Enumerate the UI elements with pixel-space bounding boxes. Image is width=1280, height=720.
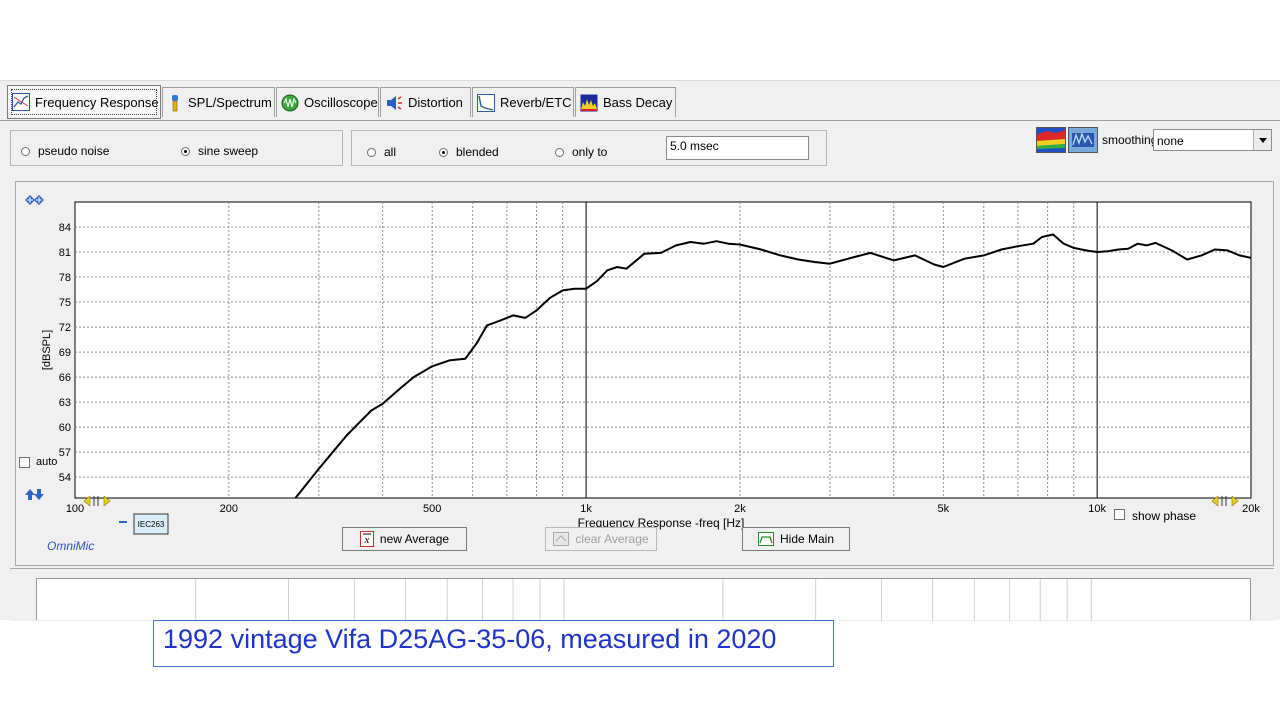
distortion-speaker-icon bbox=[387, 95, 402, 110]
clear-average-label: clear Average bbox=[575, 532, 649, 546]
legend-tag-box bbox=[133, 513, 169, 535]
auto-checkbox[interactable] bbox=[19, 457, 30, 468]
tab-oscilloscope[interactable]: Oscilloscope bbox=[276, 87, 379, 117]
legend-tag-text: IEC263 bbox=[138, 520, 165, 529]
show-phase-checkbox[interactable] bbox=[1114, 509, 1125, 520]
reverb-icon bbox=[477, 93, 495, 112]
gating-group: all blended only to 5.0 msec bbox=[351, 130, 827, 166]
secondary-plot-area bbox=[36, 578, 1251, 621]
tab-label: SPL/Spectrum bbox=[188, 95, 272, 110]
hide-main-icon bbox=[757, 532, 774, 546]
tab-bar-border bbox=[0, 120, 1280, 121]
auto-label: auto bbox=[36, 456, 58, 468]
new-average-label: new Average bbox=[379, 532, 450, 546]
waterfall-color-icon[interactable] bbox=[1036, 127, 1066, 153]
frequency-response-line bbox=[294, 233, 1251, 498]
svg-text:x: x bbox=[363, 534, 369, 546]
slide-caption: 1992 vintage Vifa D25AG-35-06, measured … bbox=[153, 620, 834, 667]
x-tick-label: 500 bbox=[423, 503, 441, 515]
y-tick-label: 78 bbox=[59, 272, 71, 284]
sine-sweep-radio[interactable]: sine sweep bbox=[181, 144, 258, 158]
x-axis-label: Frequency Response -freq [Hz] bbox=[578, 516, 745, 530]
pseudo-noise-radio[interactable]: pseudo noise bbox=[21, 144, 109, 158]
tab-spl-spectrum[interactable]: SPL/Spectrum bbox=[162, 87, 275, 117]
y-tick-label: 69 bbox=[59, 347, 71, 359]
blended-radio[interactable]: blended bbox=[439, 145, 499, 159]
tab-label: Distortion bbox=[408, 95, 463, 110]
y-shift-arrows-icon[interactable] bbox=[25, 489, 44, 500]
x-tick-label: 20k bbox=[1242, 503, 1260, 515]
y-tick-label: 60 bbox=[59, 422, 71, 434]
y-zoom-top-icon[interactable] bbox=[25, 195, 44, 205]
omnimic-brand: OmniMic bbox=[47, 539, 95, 553]
signal-type-group: pseudo noise sine sweep bbox=[10, 130, 343, 166]
frequency-response-icon bbox=[12, 93, 30, 111]
spectrogram-icon[interactable] bbox=[1068, 127, 1098, 153]
bass-decay-icon bbox=[580, 94, 598, 111]
radio-circle bbox=[367, 147, 376, 157]
show-phase-label: show phase bbox=[1132, 509, 1197, 523]
smoothing-select[interactable]: none bbox=[1153, 129, 1272, 151]
only-to-radio[interactable]: only to bbox=[555, 145, 607, 159]
window-top-edge bbox=[0, 80, 1280, 81]
secondary-grid bbox=[195, 579, 1092, 621]
new-average-button[interactable]: x new Average bbox=[342, 527, 467, 551]
oscilloscope-icon bbox=[281, 94, 299, 111]
y-tick-label: 54 bbox=[59, 472, 71, 484]
smoothing-label: smoothing bbox=[1102, 133, 1158, 147]
pseudo-noise-label: pseudo noise bbox=[38, 144, 110, 158]
tab-label: Oscilloscope bbox=[304, 95, 378, 110]
x-pan-left-icon[interactable] bbox=[83, 495, 111, 507]
series-layer bbox=[294, 233, 1251, 498]
plot-area bbox=[74, 201, 1252, 499]
only-to-label: only to bbox=[572, 145, 608, 159]
x-tick-label: 1k bbox=[580, 503, 592, 515]
clear-average-button[interactable]: clear Average bbox=[545, 527, 657, 551]
x-tick-label: 2k bbox=[734, 503, 746, 515]
x-tick-label: 200 bbox=[220, 503, 238, 515]
graph-panel: 54 57 60 63 66 69 72 75 78 81 84 100 200 500 1k 2k 5k 10k… bbox=[15, 181, 1274, 566]
x-tick-label: 100 bbox=[66, 503, 84, 515]
average-icon: x bbox=[359, 531, 374, 547]
radio-circle bbox=[21, 146, 30, 156]
tab-label: Reverb/ETC bbox=[500, 95, 572, 110]
tab-frequency-response[interactable]: Frequency Response bbox=[7, 85, 161, 119]
tab-distortion[interactable]: Distortion bbox=[380, 87, 471, 117]
y-tick-label: 66 bbox=[59, 372, 71, 384]
x-pan-right-icon[interactable] bbox=[1211, 495, 1239, 507]
tab-label: Bass Decay bbox=[603, 95, 673, 110]
y-tick-label: 63 bbox=[59, 397, 71, 409]
tab-label: Frequency Response bbox=[35, 94, 159, 110]
tick-layer: 54 57 60 63 66 69 72 75 78 81 84 100 200 500 1k 2k 5k 10k… bbox=[59, 222, 1261, 515]
y-tick-label: 72 bbox=[59, 322, 71, 334]
y-tick-label: 81 bbox=[59, 247, 71, 259]
sine-sweep-label: sine sweep bbox=[198, 144, 259, 158]
radio-circle-selected bbox=[439, 147, 448, 157]
gate-time-input[interactable]: 5.0 msec bbox=[666, 136, 809, 160]
blended-label: blended bbox=[456, 145, 499, 159]
y-tick-label: 57 bbox=[59, 447, 71, 459]
tab-reverb-etc[interactable]: Reverb/ETC bbox=[472, 87, 574, 117]
smoothing-value: none bbox=[1157, 134, 1184, 148]
x-tick-label: 10k bbox=[1088, 503, 1106, 515]
all-label: all bbox=[384, 145, 397, 159]
spl-meter-icon bbox=[172, 94, 178, 111]
chevron-down-icon[interactable] bbox=[1253, 130, 1271, 150]
y-axis-label: [dBSPL] bbox=[41, 330, 53, 370]
radio-circle bbox=[555, 147, 564, 157]
y-tick-label: 75 bbox=[59, 297, 71, 309]
hide-main-label: Hide Main bbox=[779, 532, 835, 546]
radio-circle-selected bbox=[181, 146, 190, 156]
x-tick-label: 5k bbox=[937, 503, 949, 515]
tab-bass-decay[interactable]: Bass Decay bbox=[575, 87, 676, 117]
frequency-response-chart: 54 57 60 63 66 69 72 75 78 81 84 100 200 500 1k 2k 5k 10k… bbox=[25, 195, 1261, 535]
tab-bar: Frequency Response SPL/Spectrum Oscillos… bbox=[0, 83, 1280, 121]
clear-icon bbox=[553, 532, 570, 546]
hide-main-button[interactable]: Hide Main bbox=[742, 527, 850, 551]
y-tick-label: 84 bbox=[59, 222, 71, 234]
all-radio[interactable]: all bbox=[367, 145, 396, 159]
